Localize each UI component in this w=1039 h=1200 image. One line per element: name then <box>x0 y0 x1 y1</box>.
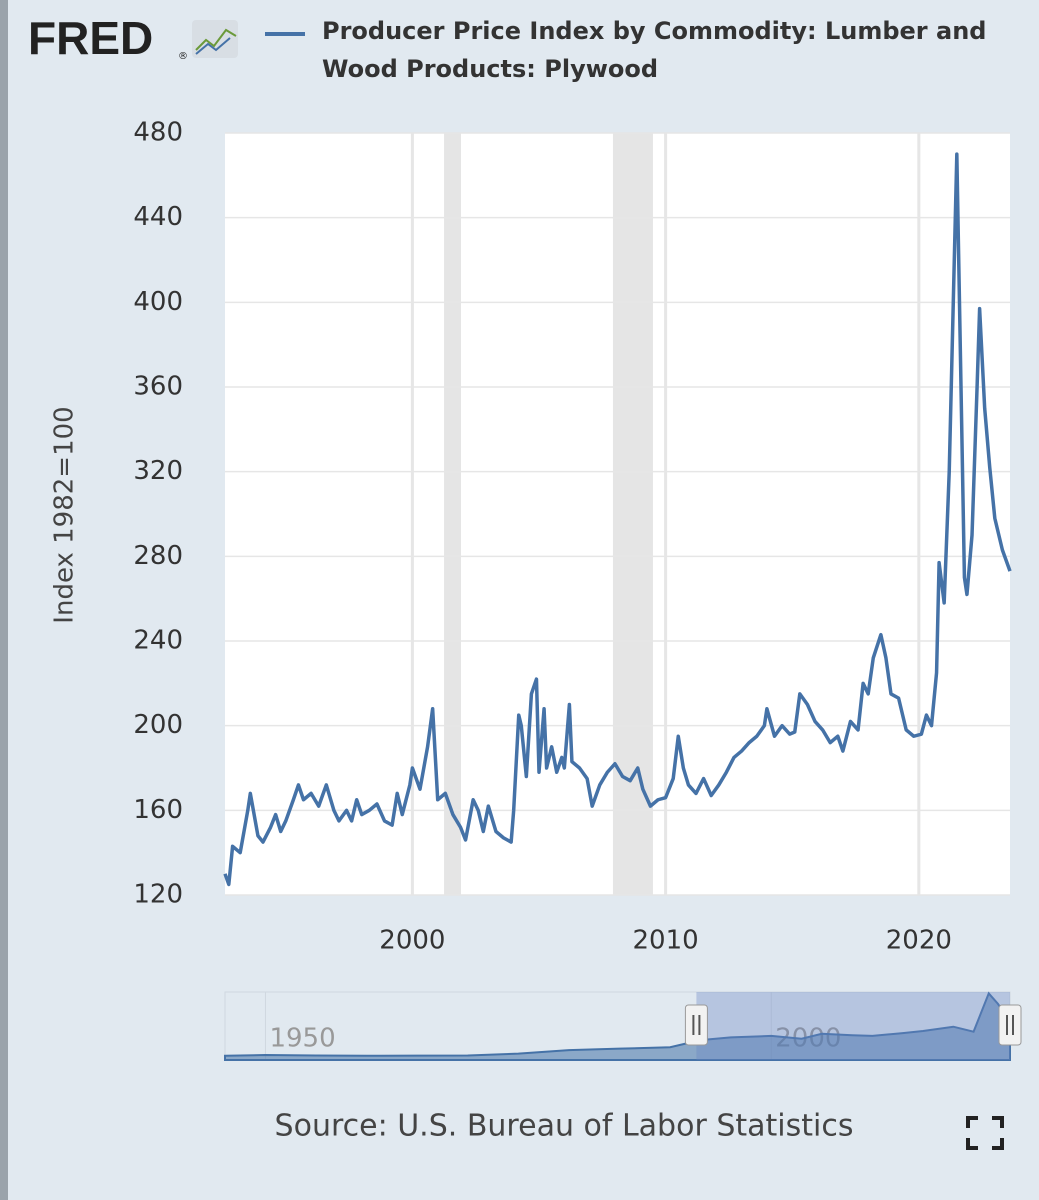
navigator-handle[interactable] <box>684 1004 708 1046</box>
navigator-handle[interactable] <box>998 1004 1022 1046</box>
recession-band <box>444 133 462 895</box>
frame-edge <box>0 0 8 1200</box>
y-tick-label: 360 <box>133 372 183 402</box>
series-line <box>223 152 1012 887</box>
y-tick-label: 320 <box>133 456 183 486</box>
y-tick-label: 160 <box>133 795 183 825</box>
y-tick-label: 400 <box>133 287 183 317</box>
x-tick-label: 2020 <box>886 926 952 956</box>
y-tick-label: 200 <box>133 710 183 740</box>
navigator-tick-label: 1950 <box>269 1024 335 1054</box>
navigator-selection <box>696 992 1010 1060</box>
logo: FRED <box>28 12 153 64</box>
y-tick-label: 440 <box>133 202 183 232</box>
y-tick-label: 240 <box>133 626 183 656</box>
y-tick-label: 280 <box>133 541 183 571</box>
y-tick-label: 120 <box>133 880 183 910</box>
logo-mark: ® <box>178 51 188 62</box>
handle-box <box>684 1004 708 1046</box>
y-axis-label: Index 1982=100 <box>50 406 80 623</box>
navigator-area <box>224 991 1011 1061</box>
handle-box <box>998 1004 1022 1046</box>
fullscreen-icon[interactable] <box>966 1116 1004 1150</box>
x-tick-label: 2010 <box>633 926 699 956</box>
x-tick-label: 2000 <box>379 926 445 956</box>
y-tick-label: 480 <box>133 118 183 148</box>
source: Source: U.S. Bureau of Labor Statistics <box>275 1109 854 1144</box>
recession-band <box>612 133 653 895</box>
legend-label: Producer Price Index by Commodity: Lumbe… <box>322 17 987 83</box>
logo-icon <box>192 20 238 58</box>
